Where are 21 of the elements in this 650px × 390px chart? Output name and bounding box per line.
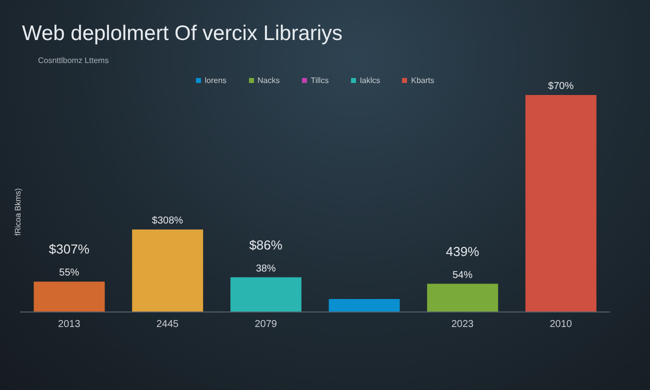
legend-label: Iaklcs — [358, 76, 380, 85]
x-tick-label: 2445 — [156, 319, 180, 330]
x-tick-label: 2010 — [550, 319, 572, 330]
legend-label: lorens — [204, 76, 227, 85]
annotation: 439% — [446, 244, 480, 259]
chart-subtitle: Cosnttlbomz Lttems — [38, 56, 109, 65]
legend-label: Kbarts — [410, 76, 434, 85]
annotation: $308% — [152, 216, 184, 227]
legend-label: Tillcs — [310, 76, 329, 85]
annotation: $86% — [249, 237, 283, 252]
y-axis-title: fRicoa Bkms) — [14, 188, 22, 236]
annotation: 55% — [59, 268, 80, 279]
legend-label: Nacks — [256, 76, 280, 85]
annotation: $307% — [48, 242, 90, 257]
x-tick-label: 2079 — [254, 319, 278, 330]
annotation: $70% — [548, 81, 574, 92]
chart-title: Web deplolmert Of vercix Librariys — [22, 22, 343, 46]
annotation: 38% — [256, 263, 276, 274]
annotation: 54% — [452, 270, 473, 281]
x-tick-label: 2023 — [451, 319, 474, 330]
x-tick-label: 2013 — [58, 319, 81, 330]
